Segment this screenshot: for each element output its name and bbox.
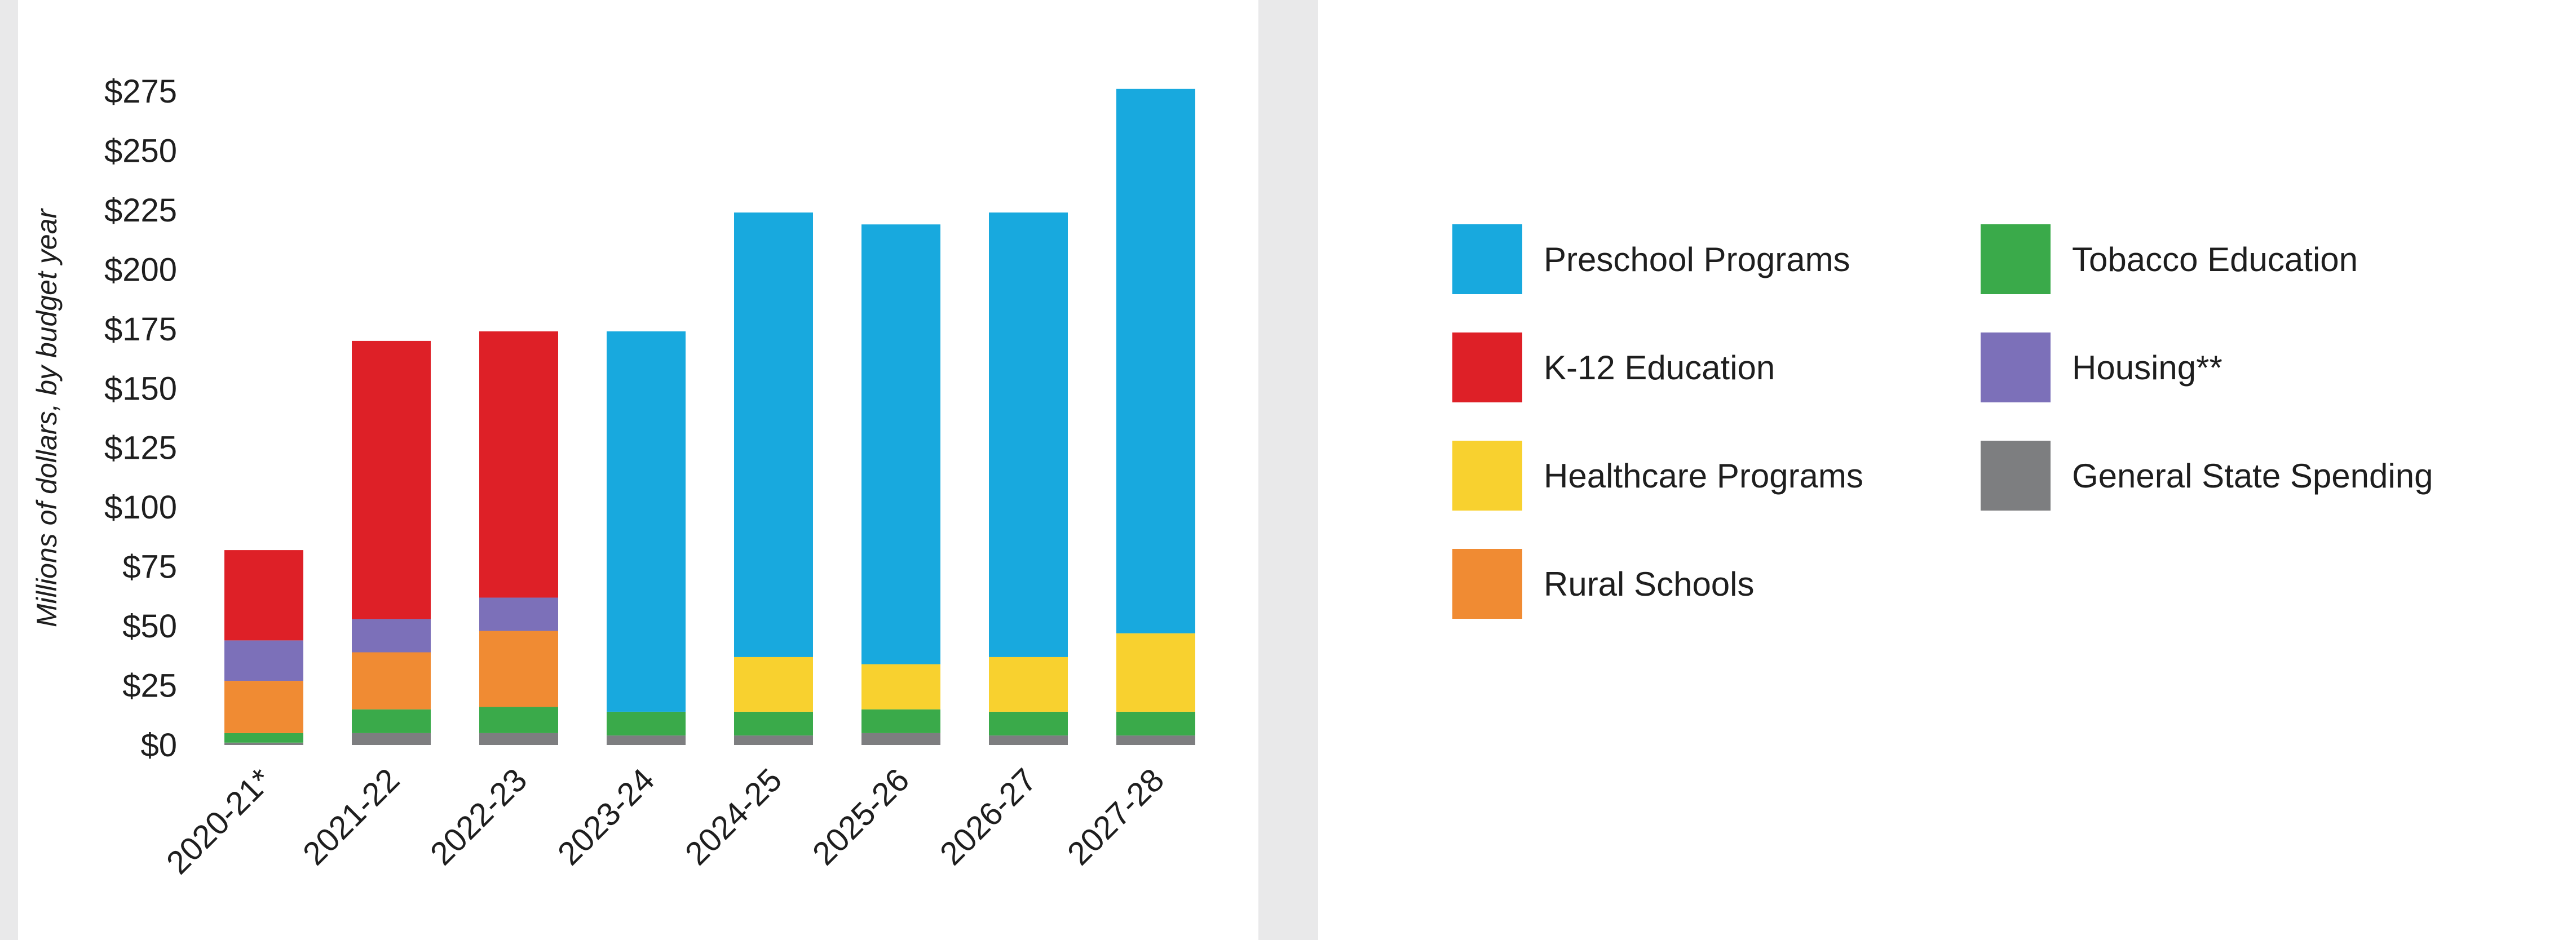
bar-segment	[224, 550, 303, 641]
legend-label: Tobacco Education	[2072, 240, 2358, 278]
bars	[224, 88, 1195, 745]
y-tick-label: $25	[122, 668, 177, 704]
y-tick-label: $200	[104, 251, 177, 288]
legend-label: General State Spending	[2072, 456, 2433, 495]
bar-segment	[989, 657, 1068, 712]
y-tick-label: $125	[104, 430, 177, 467]
legend-item: K-12 Education	[1452, 332, 1775, 402]
bar-segment	[224, 733, 303, 743]
bar-segment	[1116, 88, 1195, 633]
y-axis-ticks: $0 $25 $50 $75 $100 $125 $150 $175 $200 $225 $250 $…	[104, 73, 177, 764]
legend-label: K-12 Education	[1544, 348, 1775, 387]
bar-segment	[479, 631, 558, 707]
y-tick-label: $250	[104, 132, 177, 169]
bar-segment	[1116, 735, 1195, 745]
legend-swatch	[1452, 441, 1522, 511]
x-tick-label: 2021-22	[296, 761, 406, 872]
x-axis-labels: 2020-21* 2021-22 2022-23 2023-24 2024-25 2025…	[160, 761, 1171, 881]
bar-segment	[352, 733, 431, 745]
bar-stack	[479, 331, 558, 745]
chart-panel: Millions of dollars, by budget year $0 $2…	[18, 0, 1258, 940]
bar-segment	[224, 681, 303, 733]
bar-segment	[479, 707, 558, 733]
stacked-bar-chart: Millions of dollars, by budget year $0 $2…	[31, 73, 1195, 881]
x-tick-label: 2025-26	[806, 761, 916, 872]
bar-stack	[989, 212, 1068, 745]
bar-segment	[989, 735, 1068, 745]
legend-item: Rural Schools	[1452, 549, 1755, 619]
y-tick-label: $0	[140, 727, 177, 764]
x-tick-label: 2027-28	[1061, 761, 1171, 872]
bar-segment	[1116, 711, 1195, 736]
x-tick-label: 2024-25	[678, 761, 789, 872]
bar-segment	[479, 597, 558, 631]
bar-stack	[1116, 88, 1195, 745]
legend-swatch	[1452, 549, 1522, 619]
legend-panel: Preschool Programs K-12 Education Healthca…	[1318, 0, 2576, 940]
legend-label: Rural Schools	[1544, 565, 1755, 603]
x-tick-label: 2020-21*	[160, 761, 279, 881]
bar-segment	[352, 619, 431, 653]
bar-segment	[734, 212, 813, 657]
legend-label: Preschool Programs	[1544, 240, 1850, 278]
legend-item: Preschool Programs	[1452, 224, 1850, 294]
bar-stack	[224, 550, 303, 745]
bar-stack	[734, 212, 813, 745]
y-tick-label: $175	[104, 311, 177, 348]
legend-swatch	[1981, 332, 2051, 402]
legend-swatch	[1452, 224, 1522, 294]
y-tick-label: $100	[104, 489, 177, 526]
legend-label: Housing**	[2072, 348, 2222, 387]
bar-segment	[734, 735, 813, 745]
y-tick-label: $225	[104, 192, 177, 229]
bar-segment	[352, 709, 431, 733]
bar-segment	[734, 711, 813, 736]
y-axis-title: Millions of dollars, by budget year	[31, 208, 63, 627]
bar-segment	[861, 224, 940, 664]
bar-segment	[479, 331, 558, 598]
bar-segment	[861, 709, 940, 733]
bar-segment	[989, 212, 1068, 657]
bar-segment	[607, 331, 686, 712]
bar-segment	[224, 640, 303, 681]
bar-stack	[607, 331, 686, 745]
bar-stack	[861, 224, 940, 745]
bar-segment	[607, 711, 686, 736]
x-tick-label: 2023-24	[551, 761, 661, 872]
x-tick-label: 2026-27	[933, 761, 1044, 872]
bar-segment	[479, 733, 558, 745]
legend-swatch	[1452, 332, 1522, 402]
bar-segment	[861, 664, 940, 710]
bar-segment	[352, 340, 431, 619]
legend-label: Healthcare Programs	[1544, 456, 1863, 495]
y-tick-label: $275	[104, 73, 177, 110]
bar-segment	[352, 652, 431, 710]
y-tick-label: $50	[122, 608, 177, 645]
legend-swatch	[1981, 441, 2051, 511]
y-tick-label: $150	[104, 370, 177, 407]
legend-item: Housing**	[1981, 332, 2222, 402]
legend-item: Tobacco Education	[1981, 224, 2358, 294]
bar-segment	[861, 733, 940, 745]
bar-segment	[607, 735, 686, 745]
bar-segment	[224, 742, 303, 745]
legend-item: Healthcare Programs	[1452, 441, 1863, 511]
bar-segment	[989, 711, 1068, 736]
bar-stack	[352, 340, 431, 745]
legend-swatch	[1981, 224, 2051, 294]
x-tick-label: 2022-23	[423, 761, 534, 872]
bar-segment	[1116, 633, 1195, 712]
y-tick-label: $75	[122, 549, 177, 586]
legend-item: General State Spending	[1981, 441, 2433, 511]
bar-segment	[734, 657, 813, 712]
